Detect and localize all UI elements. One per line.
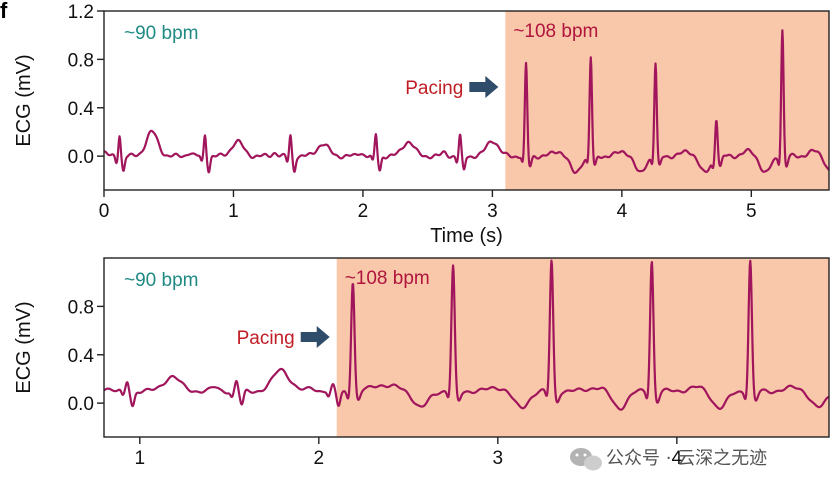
top-x-ticks: 0 1 2 3 4 5 [99, 190, 757, 222]
top-baseline-rate: ~90 bpm [124, 23, 198, 44]
x-tick-label: 2 [314, 448, 325, 469]
top-pacing-arrow-icon [469, 76, 499, 98]
bottom-ecg-trace [103, 259, 830, 411]
watermark: 公众号 · 云深之无迹 [570, 448, 767, 471]
top-pacing-label: Pacing [405, 78, 463, 99]
y-tick-label: 0.4 [68, 346, 95, 367]
top-paced-rate: ~108 bpm [513, 21, 598, 42]
bottom-y-ticks: 0.0 0.4 0.8 [68, 297, 104, 415]
bottom-x-ticks: 1 2 3 4 [135, 437, 683, 469]
top-y-ticks: 0.0 0.4 0.8 1.2 [68, 2, 104, 168]
x-tick-label: 3 [487, 201, 498, 222]
x-tick-label: 4 [617, 201, 628, 222]
y-tick-label: 0.0 [68, 394, 94, 415]
panel-label: f [0, 0, 8, 23]
bottom-y-axis-label: ECG (mV) [13, 301, 35, 393]
y-tick-label: 0.4 [68, 99, 95, 120]
bottom-paced-rate: ~108 bpm [345, 268, 430, 289]
top-ecg-panel: 0 1 2 3 4 5 0.0 0.4 0.8 1.2 Time (s) ECG (mV) ~9… [13, 2, 830, 247]
x-tick-label: 1 [135, 448, 146, 469]
x-tick-label: 0 [99, 201, 110, 222]
bottom-ecg-panel: 1 2 3 4 0.0 0.4 0.8 ECG (mV) ~90 bpm ~108 bpm… [13, 257, 830, 469]
y-tick-label: 0.8 [68, 50, 94, 71]
top-y-axis-label: ECG (mV) [13, 54, 35, 146]
y-tick-label: 1.2 [68, 2, 94, 23]
top-ecg-trace [103, 29, 830, 174]
x-tick-label: 4 [672, 448, 683, 469]
x-tick-label: 1 [228, 201, 239, 222]
bottom-pacing-label: Pacing [237, 328, 295, 349]
x-tick-label: 2 [358, 201, 369, 222]
wechat-icon [570, 448, 602, 471]
bottom-baseline-rate: ~90 bpm [124, 270, 198, 291]
watermark-text: 公众号 · 云深之无迹 [606, 448, 767, 469]
x-tick-label: 3 [493, 448, 504, 469]
top-plot-frame [103, 10, 830, 191]
bottom-plot-frame [103, 257, 830, 438]
y-tick-label: 0.8 [68, 297, 94, 318]
bottom-pacing-arrow-icon [300, 326, 330, 348]
y-tick-label: 0.0 [68, 147, 94, 168]
top-pacing-region [505, 11, 829, 190]
x-tick-label: 5 [746, 201, 757, 222]
top-x-axis-label: Time (s) [430, 225, 503, 247]
